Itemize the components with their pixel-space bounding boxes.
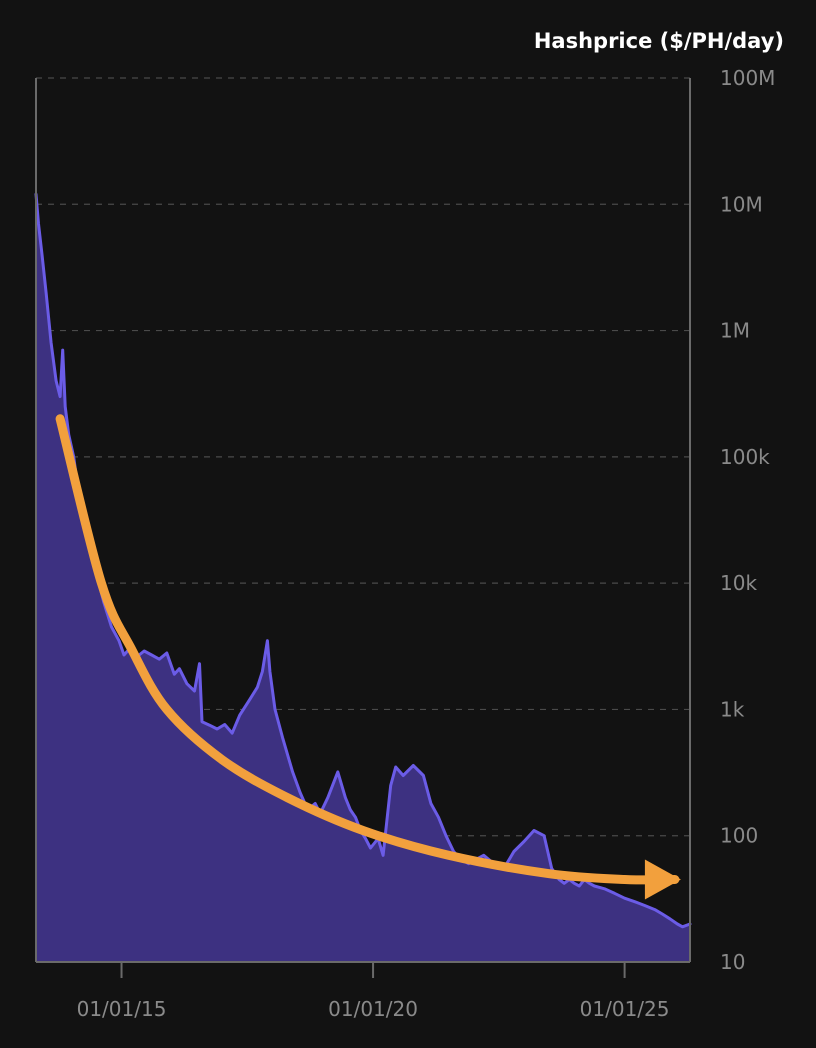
- y-tick-label: 10k: [720, 571, 757, 595]
- trend-arrow-line: [55, 414, 680, 885]
- annotation-layer: [55, 414, 681, 900]
- series-layer: [34, 192, 692, 963]
- axis-layer: 100M 10M 1M 100k 10k 1k 100 10 01/01/15 01/01/20 0…: [35, 66, 775, 1021]
- y-tick-label: 1M: [720, 319, 750, 343]
- x-tick-label: 01/01/25: [580, 997, 670, 1021]
- y-tick-label: 1k: [720, 697, 745, 721]
- y-tick-label: 100M: [720, 66, 775, 90]
- series-area: [36, 194, 690, 963]
- x-tick-label: 01/01/15: [77, 997, 167, 1021]
- y-tick-label: 10: [720, 950, 745, 974]
- trend-arrow-head: [644, 859, 681, 900]
- y-tick-label: 10M: [720, 192, 763, 216]
- y-tick-label: 100k: [720, 445, 770, 469]
- y-tick-label: 100: [720, 824, 758, 848]
- chart-title: Hashprice ($/PH/day): [534, 29, 784, 53]
- x-tick-label: 01/01/20: [328, 997, 418, 1021]
